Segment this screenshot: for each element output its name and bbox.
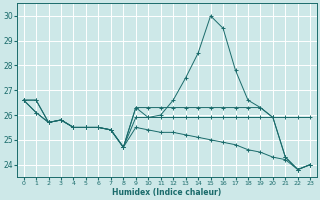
X-axis label: Humidex (Indice chaleur): Humidex (Indice chaleur)	[112, 188, 221, 197]
